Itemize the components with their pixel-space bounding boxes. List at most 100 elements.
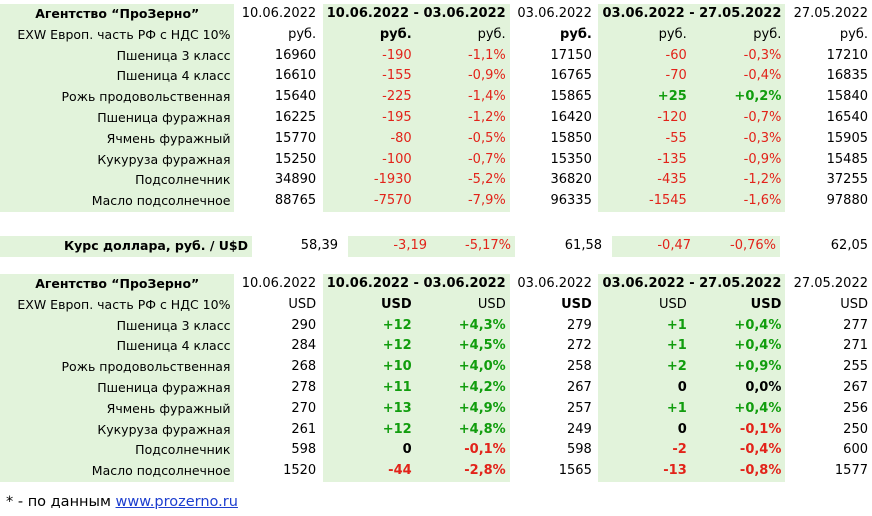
unit-label: USD	[840, 296, 868, 312]
price-value: 15250	[274, 151, 317, 167]
price-value: 258	[567, 359, 592, 375]
price-value: 267	[567, 379, 592, 395]
price-change-pct: -1,1%	[415, 45, 510, 67]
price-value: 16420	[550, 109, 592, 125]
exchange-rate-change: -0,47	[612, 236, 695, 257]
price-change: +1	[598, 336, 691, 358]
commodity-name: Кукуруза фуражная	[0, 149, 235, 171]
commodity-row: Ячмень фуражный 15770 -80 -0,5% 15850 -55 -0,3…	[0, 128, 872, 150]
commodity-name: Подсолнечник	[0, 170, 235, 192]
commodity-row: Масло подсолнечное 1520 -44 -2,8% 1565 -13 -0,…	[0, 461, 872, 482]
commodity-name: Подсолнечник	[0, 440, 235, 462]
price-change: -80	[322, 128, 416, 150]
price-change: +12	[322, 419, 416, 441]
price-change-pct: +4,8%	[415, 419, 510, 441]
price-change: -100	[322, 149, 416, 171]
period-label: 10.06.2022 - 03.06.2022	[322, 4, 510, 25]
commodity-row: Пшеница 4 класс 284 +12 +4,5% 272 +1 +0,4% 271	[0, 336, 872, 358]
price-change: -70	[598, 66, 691, 88]
date-label: 10.06.2022	[241, 276, 317, 291]
price-change: +2	[598, 357, 691, 378]
period-label: 10.06.2022 - 03.06.2022	[322, 274, 510, 295]
price-change: -225	[322, 87, 416, 108]
commodity-name: Пшеница фуражная	[0, 107, 235, 129]
unit-label: USD	[322, 294, 416, 316]
price-value: 15865	[550, 89, 592, 105]
date-label: 03.06.2022	[517, 6, 592, 21]
footnote-text: * - по данным	[6, 494, 116, 510]
exchange-rate-change-pct: -5,17%	[431, 236, 515, 257]
price-value: 267	[843, 379, 868, 395]
price-value: 284	[291, 338, 317, 354]
price-change-pct: -0,4%	[690, 440, 786, 462]
unit-label: руб.	[598, 24, 691, 46]
commodity-row: Пшеница 3 класс 16960 -190 -1,1% 17150 -60 -0,…	[0, 45, 872, 67]
price-value: 34890	[274, 172, 317, 188]
rub-price-table: Агентство “ПроЗерно” 10.06.2022 10.06.2022…	[0, 4, 872, 212]
price-value: 268	[291, 359, 317, 375]
price-value: 598	[291, 442, 317, 458]
date-label: 03.06.2022	[517, 276, 592, 291]
commodity-name: Пшеница 3 класс	[0, 45, 235, 67]
price-change-pct: -0,5%	[415, 128, 510, 150]
price-value: 15640	[274, 89, 317, 105]
price-change: 0	[322, 440, 416, 462]
price-value: 96335	[550, 193, 592, 209]
price-change-pct: 0,0%	[690, 377, 786, 399]
price-value: 256	[843, 400, 868, 416]
price-value: 16225	[274, 109, 317, 125]
source-link[interactable]: www.prozerno.ru	[115, 494, 238, 510]
commodity-row: Рожь продовольственная 268 +10 +4,0% 258 +2 +0…	[0, 357, 872, 378]
price-value: 16610	[274, 68, 317, 84]
price-value: 261	[291, 421, 317, 437]
exchange-rate-value: 61,58	[564, 238, 602, 253]
price-change-pct: +0,2%	[690, 87, 786, 108]
date-label: 27.05.2022	[793, 276, 868, 291]
price-change-pct: -0,7%	[690, 107, 786, 129]
commodity-row: Кукуруза фуражная 261 +12 +4,8% 249 0 -0,1% 250	[0, 419, 872, 441]
unit-label: руб.	[560, 26, 592, 42]
commodity-row: Масло подсолнечное 88765 -7570 -7,9% 96335 -1…	[0, 191, 872, 212]
price-change-pct: -1,6%	[690, 191, 786, 212]
price-change: -1545	[598, 191, 691, 212]
units-row: EXW Европ. часть РФ с НДС 10% руб. руб. руб…	[0, 24, 872, 46]
unit-label: USD	[690, 294, 786, 316]
price-value: 272	[567, 338, 592, 354]
price-value: 1565	[558, 463, 592, 479]
price-change: 0	[598, 377, 691, 399]
unit-label: руб.	[839, 26, 868, 42]
commodity-name: Рожь продовольственная	[0, 87, 235, 108]
price-change: +1	[598, 398, 691, 420]
unit-label: USD	[288, 296, 317, 312]
exchange-rate-table: Курс доллара, руб. / U$D 58,39 -3,19 -5,…	[0, 236, 872, 257]
price-change: +13	[322, 398, 416, 420]
price-change-pct: -0,1%	[690, 419, 786, 441]
price-value: 279	[567, 317, 592, 333]
exchange-rate-change: -3,19	[348, 236, 431, 257]
price-change: -435	[598, 170, 691, 192]
price-change-pct: +4,0%	[415, 357, 510, 378]
price-change-pct: -2,8%	[415, 461, 510, 482]
unit-label: руб.	[415, 24, 510, 46]
price-value: 277	[843, 317, 868, 333]
price-change-pct: -0,9%	[690, 149, 786, 171]
price-change: -44	[322, 461, 416, 482]
date-label: 27.05.2022	[793, 6, 868, 21]
price-change: -7570	[322, 191, 416, 212]
exchange-rate-row: Курс доллара, руб. / U$D 58,39 -3,19 -5,…	[0, 236, 872, 257]
price-change: 0	[598, 419, 691, 441]
price-value: 88765	[274, 193, 317, 209]
price-value: 255	[843, 359, 868, 375]
units-row: EXW Европ. часть РФ с НДС 10% USD USD USD US…	[0, 294, 872, 316]
commodity-row: Рожь продовольственная 15640 -225 -1,4% 1586…	[0, 87, 872, 108]
unit-label: USD	[415, 294, 510, 316]
basis-label: EXW Европ. часть РФ с НДС 10%	[0, 294, 235, 316]
price-value: 16540	[826, 109, 868, 125]
price-change-pct: +0,4%	[690, 398, 786, 420]
price-value: 15905	[826, 130, 868, 146]
commodity-row: Подсолнечник 598 0 -0,1% 598 -2 -0,4% 600	[0, 440, 872, 462]
commodity-row: Кукуруза фуражная 15250 -100 -0,7% 15350 -135…	[0, 149, 872, 171]
period-label: 03.06.2022 - 27.05.2022	[598, 274, 786, 295]
commodity-row: Пшеница 4 класс 16610 -155 -0,9% 16765 -70 -0,…	[0, 66, 872, 88]
commodity-name: Пшеница 4 класс	[0, 66, 235, 88]
